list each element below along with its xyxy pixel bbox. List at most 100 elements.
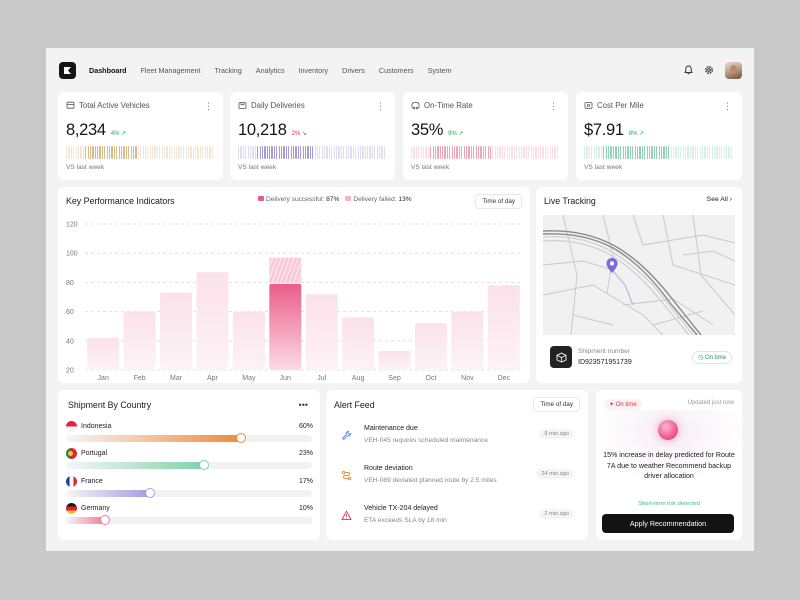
sparkbar — [485, 146, 487, 159]
package-icon — [550, 346, 572, 368]
sparkbar — [338, 146, 340, 159]
sparkbar — [713, 146, 716, 159]
nav-tracking[interactable]: Tracking — [214, 65, 242, 75]
nav-customers[interactable]: Customers — [378, 65, 414, 75]
sparkbar — [513, 146, 515, 159]
country-fill — [66, 517, 105, 524]
country-slider-knob[interactable] — [236, 433, 246, 443]
sparkbar — [326, 146, 328, 159]
stat-card-on-time-rate: On-Time Rate ⋮ 35% 9% ↗ VS last week — [403, 92, 568, 180]
country-track — [66, 490, 312, 497]
more-options-icon[interactable]: ••• — [298, 400, 308, 410]
nav-drivers[interactable]: Drivers — [342, 65, 365, 75]
country-name: France — [81, 478, 103, 485]
sparkbar — [725, 146, 728, 159]
sparkbar — [94, 146, 96, 159]
sparkbar — [187, 146, 190, 159]
sparkbar — [598, 146, 600, 159]
apply-recommendation-button[interactable]: Apply Recommendation — [602, 514, 734, 533]
sparkbar — [104, 146, 106, 159]
sparkbar — [554, 146, 556, 159]
kpi-title: Key Performance Indicators — [66, 196, 175, 206]
live-tracking-card: Live Tracking See All › — [536, 187, 742, 383]
country-slider-knob[interactable] — [145, 488, 155, 498]
sparkbar — [113, 146, 116, 159]
country-card-title: Shipment By Country — [68, 400, 152, 410]
stat-sparkbars — [411, 146, 559, 159]
see-all-link[interactable]: See All › — [706, 196, 732, 203]
app-logo-icon[interactable] — [59, 61, 76, 79]
sparkbar — [336, 146, 338, 159]
vehicle-icon — [66, 101, 75, 109]
nav-inventory[interactable]: Inventory — [298, 65, 329, 75]
more-options-icon[interactable]: ⋮ — [723, 100, 732, 111]
more-options-icon[interactable]: ⋮ — [549, 100, 558, 111]
alert-item[interactable]: Vehicle TX-204 delayed ETA exceeds SLA b… — [334, 503, 580, 535]
sparkbar — [687, 146, 689, 159]
sparkbar — [723, 146, 725, 159]
sparkbar — [259, 146, 261, 159]
sparkbar — [312, 146, 314, 159]
avatar[interactable] — [725, 61, 742, 79]
sparkbar — [468, 146, 470, 159]
sparkbar — [663, 146, 665, 159]
country-slider-knob[interactable] — [199, 460, 209, 470]
sparkbar — [644, 146, 646, 159]
sparkbar — [711, 146, 713, 159]
alert-item[interactable]: Maintenance due VEH-045 requires schedul… — [334, 423, 580, 455]
stat-value: $7.91 — [584, 121, 624, 139]
country-name: Portugal — [81, 450, 108, 457]
sparkbar — [605, 146, 607, 159]
more-options-icon[interactable]: ⋮ — [204, 100, 213, 111]
kpi-card: Key Performance Indicators Delivery succ… — [58, 187, 530, 383]
alert-time: 9 min ago — [539, 429, 574, 439]
nav-system[interactable]: System — [427, 65, 452, 75]
sparkbar — [608, 146, 610, 159]
tracking-map[interactable] — [543, 215, 735, 335]
sparkbar — [350, 146, 352, 159]
sparkbar — [636, 146, 639, 159]
alert-time: 24 min ago — [536, 469, 574, 479]
alert-item[interactable]: Route deviation VEH-089 deviated planned… — [334, 463, 580, 495]
sparkbar — [125, 146, 127, 159]
kpi-time-filter[interactable]: Time of day — [475, 194, 522, 209]
sparkbar — [677, 146, 680, 159]
nav-analytics[interactable]: Analytics — [255, 65, 285, 75]
sparkbar — [185, 146, 187, 159]
sparkbar — [352, 146, 354, 159]
sparkbar — [673, 146, 675, 159]
wrench-icon — [338, 427, 354, 443]
sparkbar — [304, 146, 307, 159]
sparkbar — [364, 146, 366, 159]
stat-footer: VS last week — [584, 164, 623, 171]
sparkbar — [66, 146, 68, 159]
sparkbar — [413, 146, 415, 159]
sparkbar — [549, 146, 551, 159]
sparkbar — [147, 146, 149, 159]
sparkbar — [728, 146, 730, 159]
reco-risk-label: Short-term risk detected — [638, 501, 700, 507]
sparkbar — [540, 146, 542, 159]
sparkbar — [651, 146, 653, 159]
alert-time-filter[interactable]: Time of day — [533, 397, 580, 412]
legend-success: Delivery successful: 87% — [258, 196, 339, 203]
bar-failed-jun — [269, 257, 302, 283]
sparkbar — [591, 146, 593, 159]
sparkbar — [355, 146, 357, 159]
gear-icon[interactable] — [704, 65, 714, 75]
sparkbar — [190, 146, 192, 159]
nav-fleet-management[interactable]: Fleet Management — [140, 65, 201, 75]
map-pin-icon[interactable] — [605, 257, 619, 275]
sparkbar — [192, 146, 194, 159]
country-slider-knob[interactable] — [100, 515, 110, 525]
sparkbar — [499, 146, 501, 159]
ai-orb-icon — [658, 420, 678, 440]
bell-icon[interactable] — [683, 65, 693, 75]
sparkbar — [199, 146, 202, 159]
sparkbar — [470, 146, 472, 159]
sparkbar — [319, 146, 321, 159]
stat-change: 4% ↗ — [110, 131, 127, 137]
sparkbar — [516, 146, 518, 159]
nav-dashboard[interactable]: Dashboard — [89, 65, 127, 75]
more-options-icon[interactable]: ⋮ — [376, 100, 385, 111]
